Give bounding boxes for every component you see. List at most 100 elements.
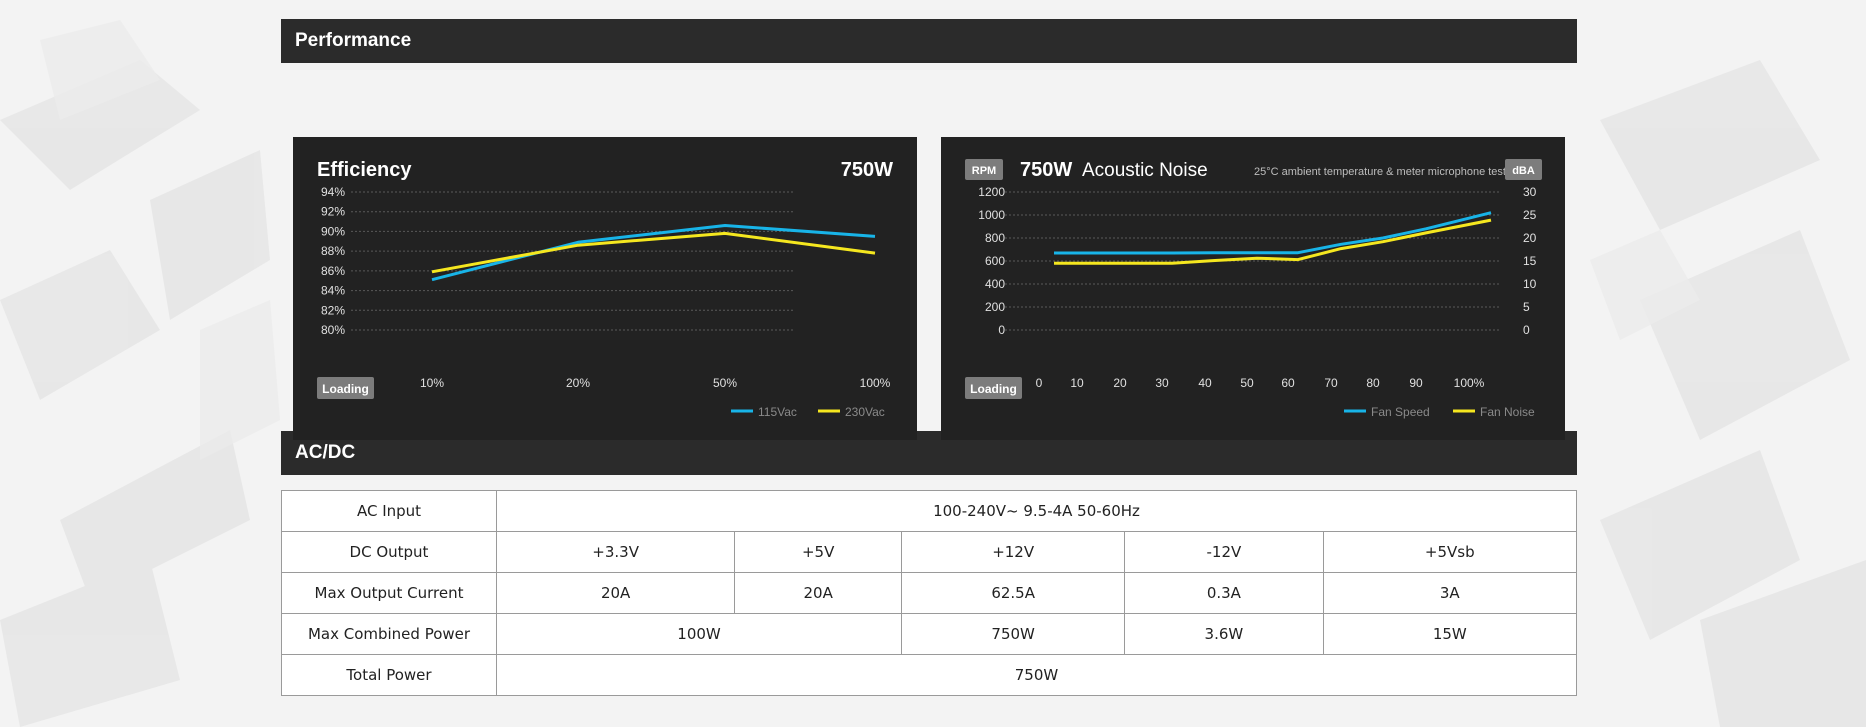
table-row: AC Input 100-240V~ 9.5-4A 50-60Hz [281, 490, 1577, 532]
efficiency-wattage: 750W [841, 159, 893, 181]
x-tick-label: 80 [1366, 376, 1380, 390]
noise-legend: Fan Speed Fan Noise [1344, 405, 1535, 419]
ac-input-label: AC Input [281, 490, 497, 532]
y-tick-label-right: 30 [1523, 185, 1537, 199]
legend-label: 230Vac [845, 405, 885, 419]
efficiency-chart-panel: Efficiency 750W 80% 82% 84% 86% 88% 90% 92% 94%… [293, 137, 917, 440]
total-power-label: Total Power [281, 654, 497, 696]
y-tick-label-right: 15 [1523, 254, 1537, 268]
efficiency-y-axis: 80% 82% 84% 86% 88% 90% 92% 94% [321, 185, 345, 337]
x-tick-label: 10% [420, 376, 444, 390]
noise-grid [1005, 191, 1499, 331]
table-cell: -12V [1124, 531, 1324, 573]
table-cell: 3A [1322, 572, 1578, 614]
noise-loading-badge [965, 377, 1022, 399]
table-cell: +5Vsb [1322, 531, 1578, 573]
y-tick-label-left: 200 [985, 300, 1005, 314]
noise-chart: RPM 750W Acoustic Noise 25°C ambient tem… [965, 159, 1542, 419]
x-tick-label: 60 [1281, 376, 1295, 390]
x-tick-label: 40 [1198, 376, 1212, 390]
efficiency-series [431, 224, 876, 282]
charts-row: Efficiency 750W 80% 82% 84% 86% 88% 90% 92% 94%… [281, 63, 1577, 440]
noise-chart-panel: RPM 750W Acoustic Noise 25°C ambient tem… [941, 137, 1565, 440]
legend-label: Fan Speed [1371, 405, 1430, 419]
performance-section-header: Performance [281, 19, 1577, 63]
noise-wattage: 750W [1020, 159, 1072, 181]
table-cell: 3.6W [1124, 613, 1324, 655]
y-tick-label: 88% [321, 244, 345, 258]
efficiency-x-axis: 10% 20% 50% 100% [420, 376, 891, 390]
y-tick-label: 80% [321, 323, 345, 337]
y-tick-label-left: 1200 [978, 185, 1005, 199]
noise-left-y-axis: 0 200 400 600 800 1000 1200 [978, 185, 1005, 337]
y-tick-label-right: 10 [1523, 277, 1537, 291]
ac-input-value: 100-240V~ 9.5-4A 50-60Hz [496, 490, 1577, 532]
noise-subtitle: 25°C ambient temperature & meter microph… [1254, 166, 1506, 178]
x-tick-label: 100% [1454, 376, 1485, 390]
x-tick-label: 70 [1324, 376, 1338, 390]
x-tick-label: 50 [1240, 376, 1254, 390]
noise-loading-label: Loading [970, 382, 1017, 396]
series-line-fan-noise [1054, 218, 1492, 265]
series-line-fan-speed [1054, 211, 1492, 255]
table-cell: 20A [734, 572, 903, 614]
y-tick-label: 82% [321, 303, 345, 317]
table-cell: 15W [1322, 613, 1578, 655]
table-cell: 100W [495, 613, 903, 655]
efficiency-chart: Efficiency 750W 80% 82% 84% 86% 88% 90% 92% 94%… [317, 159, 893, 419]
rpm-unit-label: RPM [972, 165, 996, 177]
max-current-label: Max Output Current [281, 572, 497, 614]
efficiency-loading-badge [317, 377, 374, 399]
y-tick-label: 92% [321, 205, 345, 219]
y-tick-label-right: 20 [1523, 231, 1537, 245]
total-power-value: 750W [496, 654, 1577, 696]
table-cell: 750W [901, 613, 1126, 655]
legend-label: 115Vac [758, 405, 797, 419]
page-content: Performance Efficiency 750W 80% 82% 84% 86%… [281, 19, 1578, 696]
series-line-230vac [431, 231, 876, 274]
table-row: Total Power 750W [281, 654, 1577, 696]
series-line-115vac [431, 224, 876, 282]
table-cell: 62.5A [901, 572, 1126, 614]
table-cell: 20A [495, 572, 736, 614]
table-row: Max Combined Power 100W 750W 3.6W 15W [281, 613, 1578, 655]
y-tick-label: 86% [321, 264, 345, 278]
y-tick-label-left: 400 [985, 277, 1005, 291]
table-row: DC Output +3.3V +5V +12V -12V +5Vsb [281, 531, 1578, 573]
x-tick-label: 90 [1409, 376, 1423, 390]
y-tick-label: 94% [321, 185, 345, 199]
max-combined-label: Max Combined Power [281, 613, 497, 655]
y-tick-label-right: 25 [1523, 208, 1537, 222]
acdc-table: AC Input 100-240V~ 9.5-4A 50-60Hz DC Out… [281, 490, 1578, 696]
table-cell: +12V [901, 531, 1126, 573]
dba-unit-label: dBA [1512, 165, 1535, 177]
table-cell: +5V [734, 531, 903, 573]
x-tick-label: 10 [1070, 376, 1084, 390]
y-tick-label-left: 600 [985, 254, 1005, 268]
noise-title: Acoustic Noise [1082, 160, 1208, 181]
y-tick-label: 84% [321, 284, 345, 298]
noise-right-y-axis: 0 5 10 15 20 25 30 [1523, 185, 1537, 337]
y-tick-label: 90% [321, 224, 345, 238]
y-tick-label-left: 800 [985, 231, 1005, 245]
y-tick-label-right: 0 [1523, 323, 1530, 337]
efficiency-grid [351, 191, 795, 331]
legend-label: Fan Noise [1480, 405, 1535, 419]
efficiency-loading-label: Loading [322, 382, 369, 396]
table-row: Max Output Current 20A 20A 62.5A 0.3A 3A [281, 572, 1578, 614]
dc-output-label: DC Output [281, 531, 497, 573]
noise-x-axis: 0 10 20 30 40 50 60 70 80 90 100% [1036, 376, 1485, 390]
efficiency-title: Efficiency [317, 159, 412, 181]
x-tick-label: 30 [1155, 376, 1169, 390]
y-tick-label-right: 5 [1523, 300, 1530, 314]
x-tick-label: 20 [1113, 376, 1127, 390]
dba-badge [1505, 159, 1542, 180]
x-tick-label: 0 [1036, 376, 1043, 390]
x-tick-label: 20% [566, 376, 590, 390]
rpm-badge [965, 159, 1003, 180]
y-tick-label-left: 1000 [978, 208, 1005, 222]
noise-series [1054, 211, 1492, 265]
efficiency-legend: 115Vac 230Vac [731, 405, 885, 419]
x-tick-label: 100% [860, 376, 891, 390]
